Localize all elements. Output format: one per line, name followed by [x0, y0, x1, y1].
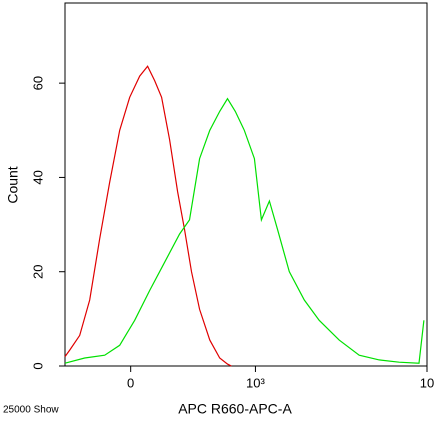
plot-frame	[64, 2, 428, 367]
y-tick-label: 60	[30, 76, 45, 90]
y-tick-label: 20	[30, 264, 45, 278]
note: 25000 Show	[3, 405, 59, 416]
x-tick-label: 10	[420, 375, 434, 390]
y-tick-label: 0	[30, 362, 45, 369]
histogram-line	[64, 97, 425, 364]
x-axis-label: APC R660-APC-A	[178, 401, 292, 417]
y-axis-label: Count	[5, 166, 21, 203]
y-tick-label: 40	[30, 170, 45, 184]
x-tick-label: 10³	[246, 375, 265, 390]
x-tick-label: 0	[127, 375, 134, 390]
histogram-line	[64, 65, 232, 367]
